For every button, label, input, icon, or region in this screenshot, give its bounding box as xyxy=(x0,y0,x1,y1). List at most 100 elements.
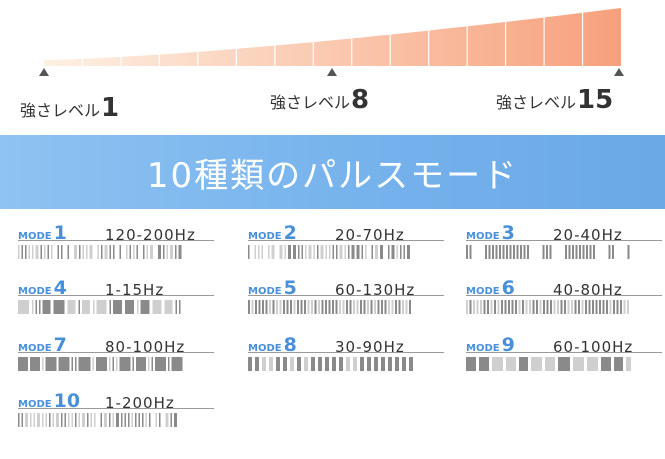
pulse-bar xyxy=(361,245,363,259)
mode-label: MODE 9 xyxy=(466,334,515,356)
pulse-bar xyxy=(335,300,338,314)
mode-label: MODE 5 xyxy=(248,277,297,299)
pulse-bar xyxy=(320,245,324,259)
mode-card-2: MODE 2 20-70Hz xyxy=(248,213,444,265)
pulse-bar xyxy=(119,245,121,259)
pulse-bar xyxy=(171,357,183,371)
pulse-bar xyxy=(578,300,580,314)
mode-frequency: 80-100Hz xyxy=(105,338,186,356)
pulse-bar xyxy=(67,300,76,314)
pulse-bar xyxy=(112,413,114,427)
pulse-bar xyxy=(488,245,491,259)
pulse-bar xyxy=(391,300,394,314)
pulse-bar xyxy=(297,300,299,314)
pulse-bar xyxy=(119,357,131,371)
pulse-bar xyxy=(328,300,331,314)
pulse-bar xyxy=(145,413,147,427)
pulse-bar xyxy=(104,413,107,427)
pulse-bar xyxy=(479,357,489,371)
pulse-bar xyxy=(360,300,362,314)
pulse-bar xyxy=(100,413,102,427)
pulse-bar xyxy=(112,357,114,371)
pulse-bar xyxy=(61,413,63,427)
pulse-bar xyxy=(599,300,601,314)
pulse-bar xyxy=(40,245,42,259)
mode-label: MODE 2 xyxy=(248,222,297,244)
pulse-bar xyxy=(269,300,271,314)
pulse-bar xyxy=(265,300,268,314)
pulse-bar xyxy=(318,357,322,371)
pulse-bar xyxy=(589,245,592,259)
pulse-bar xyxy=(501,300,503,314)
pulse-bar xyxy=(613,300,615,314)
pulse-bar xyxy=(525,300,528,314)
pulse-bar xyxy=(32,245,34,259)
pulse-bar xyxy=(113,300,122,314)
pulse-bar xyxy=(126,245,128,259)
mode-label: MODE 4 xyxy=(18,277,67,299)
pulse-bar xyxy=(497,300,500,314)
pulse-bar xyxy=(542,245,545,259)
pulse-bar xyxy=(113,245,115,259)
intensity-wedge xyxy=(44,8,621,66)
pulse-bar xyxy=(262,357,266,371)
pulse-bar xyxy=(94,413,96,427)
pulse-bar xyxy=(494,300,496,314)
pulse-bar xyxy=(402,357,406,371)
pulse-bar xyxy=(166,245,168,259)
pulse-bar xyxy=(606,300,608,314)
pulse-bar xyxy=(380,245,383,259)
pulse-bar xyxy=(317,245,319,259)
pulse-bar xyxy=(18,245,20,259)
pulse-bar xyxy=(158,245,161,259)
pulse-bar xyxy=(616,300,619,314)
pulse-bar xyxy=(487,300,489,314)
pulse-bar xyxy=(513,245,515,259)
pulse-bar xyxy=(523,245,526,259)
mode-divider xyxy=(18,295,214,296)
pulse-bar xyxy=(288,245,291,259)
pulse-bar xyxy=(290,300,292,314)
pulse-bar xyxy=(89,245,93,259)
pulse-bar xyxy=(601,357,611,371)
pulse-bar xyxy=(78,413,80,427)
pulse-bar xyxy=(21,413,23,427)
pulse-bar xyxy=(374,300,376,314)
level-label-8: 強さレベル8 xyxy=(270,85,370,115)
pulse-bar xyxy=(332,300,334,314)
pulse-pattern xyxy=(18,413,177,427)
pulse-mode-banner: 10種類のパルスモード xyxy=(0,135,665,209)
pulse-bar xyxy=(527,245,529,259)
pulse-bar xyxy=(586,245,588,259)
level-label-1: 強さレベル1 xyxy=(20,93,120,123)
pulse-bar xyxy=(346,357,350,371)
pulse-bar xyxy=(305,245,307,259)
pulse-bar xyxy=(574,300,577,314)
pulse-bar xyxy=(82,300,90,314)
pulse-bar xyxy=(286,300,289,314)
pulse-bar xyxy=(515,300,517,314)
pulse-bar xyxy=(339,245,343,259)
pulse-bar xyxy=(609,300,612,314)
pulse-bar xyxy=(550,300,552,314)
pulse-bar xyxy=(165,413,169,427)
mode-frequency: 120-200Hz xyxy=(105,226,196,244)
pulse-bar xyxy=(271,245,275,259)
pulse-bar xyxy=(293,300,296,314)
pulse-bar xyxy=(388,357,392,371)
pulse-bar xyxy=(92,357,94,371)
pulse-bar xyxy=(30,413,32,427)
pulse-bar xyxy=(560,300,563,314)
pulse-bar xyxy=(593,245,595,259)
pulse-bar xyxy=(109,357,111,371)
pulse-bar xyxy=(159,413,161,427)
pulse-bar xyxy=(97,245,99,259)
pulse-bar xyxy=(175,245,177,259)
pulse-bar xyxy=(300,300,303,314)
marker-level-15 xyxy=(614,68,624,76)
pulse-bar xyxy=(339,300,341,314)
mode-divider xyxy=(466,295,662,296)
pulse-bar xyxy=(504,300,507,314)
pulse-bar xyxy=(626,357,631,371)
pulse-bar xyxy=(516,245,519,259)
